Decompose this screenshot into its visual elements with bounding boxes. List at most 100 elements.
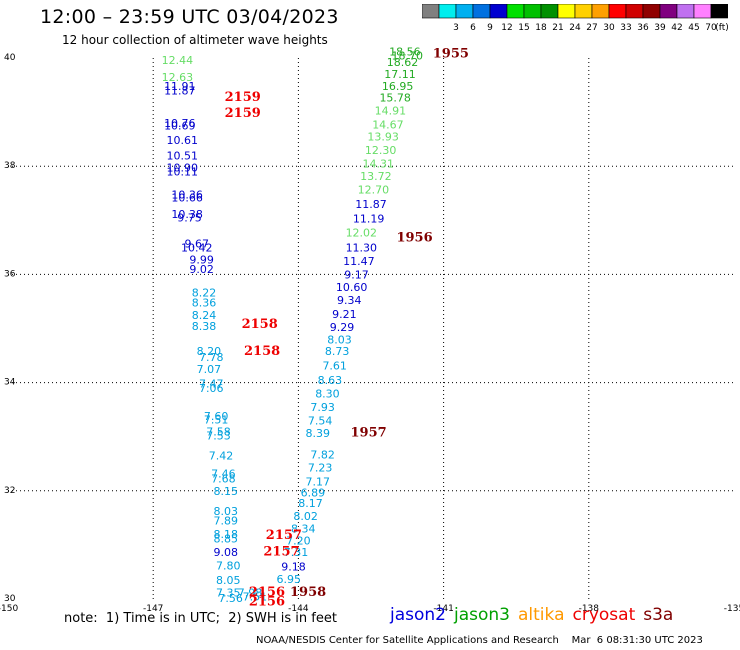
wave-height-value: 7.51 — [243, 590, 268, 603]
wave-height-value: 10.76 — [164, 117, 196, 130]
satellite-legend-entry: altika — [518, 605, 565, 625]
pass-time-label: 2157 — [266, 528, 302, 543]
wave-height-value: 7.47 — [199, 378, 224, 391]
wave-height-value: 8.20 — [197, 345, 222, 358]
wave-height-color-scale: 3 6 9 12 15 18 21 24 27 30 33 36 39 42 45 70(ft) — [422, 4, 728, 33]
wave-height-value: 8.22 — [192, 286, 217, 299]
wave-height-value: 11.19 — [353, 213, 385, 226]
x-tick-label: -144 — [288, 604, 309, 614]
wave-height-value: 14.91 — [375, 104, 407, 117]
wave-height-value: 8.05 — [216, 574, 241, 587]
scale-unit-label: (ft) — [715, 23, 728, 33]
wave-height-value: 9.02 — [189, 263, 214, 276]
scale-label: 9 — [487, 23, 493, 33]
scale-label: 36 — [637, 23, 649, 33]
scale-label: 6 — [470, 23, 476, 33]
pass-time-label: 1957 — [350, 425, 386, 440]
wave-height-value: 7.61 — [322, 359, 347, 372]
wave-height-value: 9.08 — [214, 546, 239, 559]
wave-height-value: 7.93 — [310, 401, 335, 414]
wave-height-value: 10.42 — [181, 241, 213, 254]
wave-height-value: 14.67 — [372, 119, 404, 132]
y-tick-label: 32 — [4, 486, 15, 496]
pass-time-label: 1955 — [433, 47, 469, 62]
wave-height-value: 10.51 — [166, 149, 198, 162]
satellite-legend: jason2 jason3 altika cryosat s3a — [390, 605, 681, 625]
y-tick-label: 40 — [4, 53, 16, 63]
scale-label: 21 — [552, 23, 563, 33]
scale-label: 33 — [620, 23, 631, 33]
wave-height-value: 10.11 — [166, 166, 198, 179]
wave-height-value: 7.82 — [310, 449, 335, 462]
wave-height-value: 10.60 — [336, 281, 368, 294]
pass-time-label: 2159 — [225, 106, 261, 121]
x-tick-label: -150 — [0, 604, 18, 614]
pass-time-label: 2156 — [249, 585, 285, 600]
wave-height-value: 7.17 — [306, 476, 331, 489]
footer-credit: NOAA/NESDIS Center for Satellite Applica… — [256, 635, 703, 646]
wave-height-value: 8.38 — [192, 320, 217, 333]
wave-height-value: 13.72 — [360, 170, 392, 183]
wave-height-value: 18.56 — [389, 46, 421, 59]
pass-time-label: 2158 — [244, 344, 280, 359]
satellite-legend-entry: s3a — [643, 605, 674, 625]
wave-height-value: 8.24 — [192, 309, 217, 322]
scale-label: 3 — [453, 23, 459, 33]
scale-label: 30 — [603, 23, 615, 33]
pass-time-label: 2158 — [242, 317, 278, 332]
y-tick-label: 34 — [4, 378, 16, 388]
wave-height-value: 7.58 — [206, 425, 231, 438]
pass-time-label: 2159 — [225, 90, 261, 105]
satellite-legend-entry: jason2 — [390, 605, 446, 625]
wave-height-value: 17.11 — [384, 68, 416, 81]
scale-label: 27 — [586, 23, 597, 33]
wave-height-value: 7.68 — [211, 472, 236, 485]
wave-height-value: 7.80 — [216, 559, 241, 572]
wave-height-value: 6.95 — [276, 573, 301, 586]
wave-height-value: 9.67 — [185, 238, 210, 251]
x-tick-label: -147 — [143, 604, 163, 614]
wave-height-value: 15.78 — [379, 91, 411, 104]
wave-height-value: 8.36 — [192, 297, 217, 310]
scale-label: 12 — [501, 23, 512, 33]
pass-time-label: 1956 — [396, 231, 432, 246]
wave-height-value: 8.73 — [325, 345, 350, 358]
wave-height-value: 9.21 — [332, 308, 357, 321]
x-tick-label: -135 — [724, 604, 740, 614]
wave-height-value: 12.70 — [358, 183, 390, 196]
wave-height-value: 7.35 — [216, 587, 241, 600]
wave-height-value: 8.34 — [291, 523, 316, 536]
wave-height-value: 11.47 — [343, 255, 375, 268]
wave-height-value: 8.39 — [306, 427, 331, 440]
wave-height-value: 7.54 — [308, 414, 333, 427]
wave-height-value: 11.91 — [164, 80, 196, 93]
wave-height-value: 11.87 — [355, 198, 387, 211]
wave-height-value: 18.62 — [387, 56, 419, 69]
wave-height-value: 8.18 — [214, 528, 239, 541]
pass-time-label: 2156 — [249, 595, 285, 610]
wave-height-value: 7.46 — [211, 467, 236, 480]
wave-height-value: 7.53 — [206, 430, 231, 443]
y-tick-label: 38 — [4, 161, 16, 171]
wave-height-value: 7.78 — [199, 351, 224, 364]
wave-height-value: 11.87 — [164, 84, 196, 97]
wave-height-value: 18.70 — [392, 49, 424, 62]
wave-height-value: 8.85 — [214, 532, 239, 545]
wave-height-value: 7.51 — [204, 413, 229, 426]
wave-height-value: 10.90 — [166, 161, 198, 174]
wave-height-value: 9.99 — [189, 253, 214, 266]
wave-height-value: 11.30 — [346, 241, 378, 254]
wave-height-value: 7.06 — [199, 382, 224, 395]
pass-time-label: 1958 — [290, 585, 326, 600]
wave-height-value: 10.69 — [164, 120, 196, 133]
wave-height-value: 9.29 — [330, 321, 355, 334]
wave-height-value: 14.31 — [363, 157, 395, 170]
chart-subtitle: 12 hour collection of altimeter wave hei… — [62, 33, 328, 47]
wave-height-value: 7.31 — [284, 546, 309, 559]
wave-height-value: 8.15 — [214, 485, 239, 498]
scale-swatch — [710, 4, 728, 19]
wave-height-value: 7.60 — [204, 410, 229, 423]
pass-time-label: 2157 — [263, 544, 299, 559]
wave-height-value: 10.66 — [171, 192, 203, 205]
